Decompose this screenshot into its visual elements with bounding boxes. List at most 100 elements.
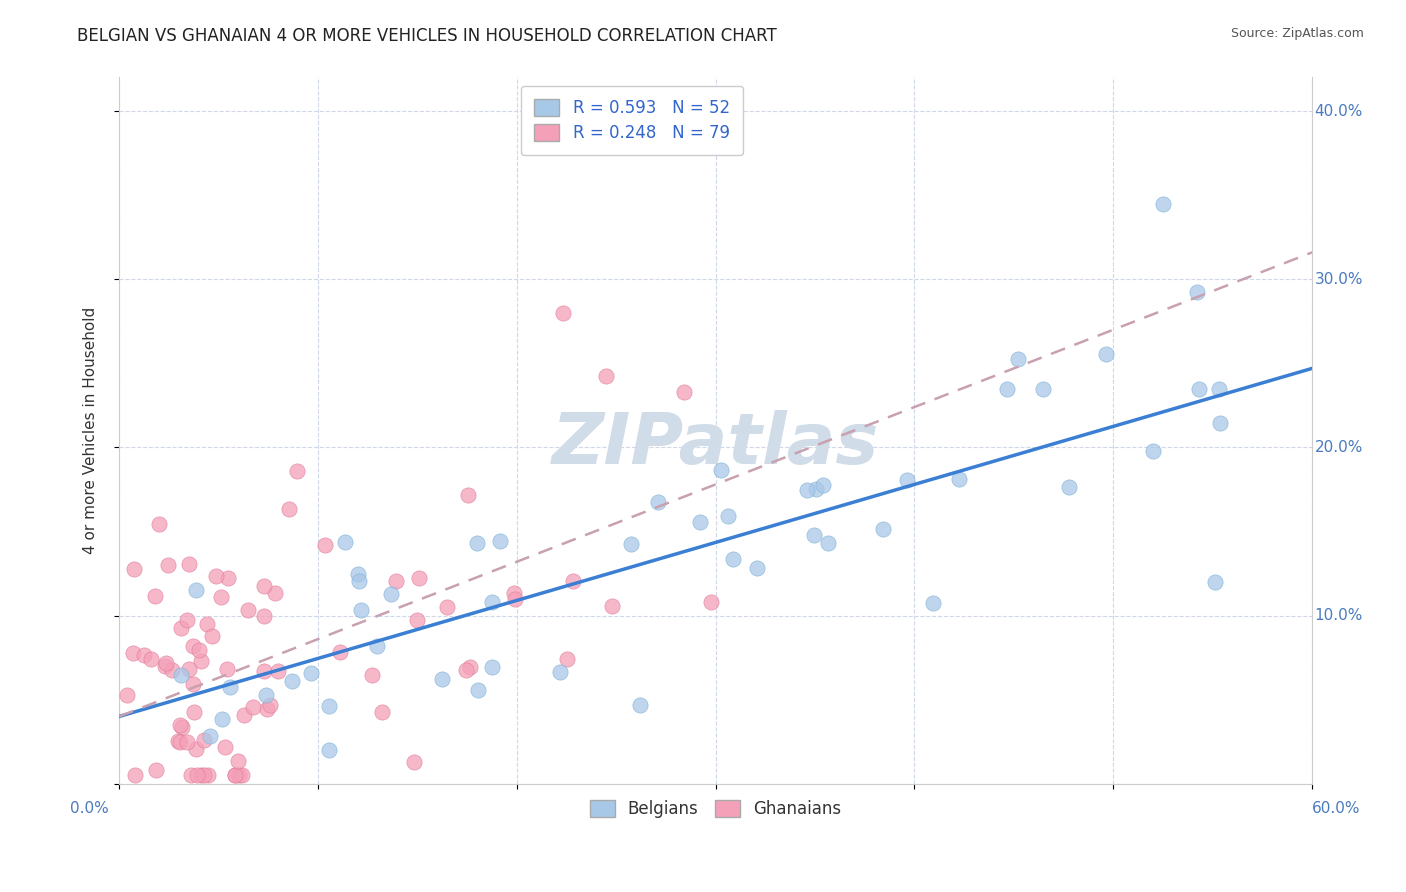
Point xyxy=(314,537,336,551)
Point xyxy=(236,603,259,617)
Point xyxy=(139,652,162,666)
Point xyxy=(796,483,818,498)
Text: ZIPatlas: ZIPatlas xyxy=(553,410,879,479)
Point xyxy=(201,629,224,643)
Point xyxy=(217,571,239,585)
Point xyxy=(1208,382,1230,396)
Point xyxy=(467,682,489,697)
Point xyxy=(551,306,574,320)
Text: 20.0%: 20.0% xyxy=(1315,440,1362,455)
Point xyxy=(153,659,176,673)
Point xyxy=(717,508,740,523)
Point xyxy=(160,664,183,678)
Point xyxy=(224,768,246,782)
Point xyxy=(180,768,202,782)
Point xyxy=(710,463,733,477)
Point xyxy=(481,660,503,674)
Point xyxy=(263,586,285,600)
Point xyxy=(1204,574,1226,589)
Point xyxy=(481,594,503,608)
Point xyxy=(193,733,215,747)
Point xyxy=(329,645,352,659)
Point xyxy=(457,488,479,502)
Point xyxy=(231,768,253,782)
Point xyxy=(170,668,193,682)
Point xyxy=(179,557,201,571)
Point xyxy=(209,590,232,604)
Point xyxy=(1007,351,1029,366)
Point xyxy=(595,369,617,384)
Point xyxy=(813,478,835,492)
Point xyxy=(143,589,166,603)
Point xyxy=(366,639,388,653)
Point xyxy=(145,764,167,778)
Point xyxy=(402,755,425,769)
Point xyxy=(197,768,219,782)
Point xyxy=(628,698,651,712)
Point xyxy=(176,735,198,749)
Point xyxy=(557,652,579,666)
Point xyxy=(408,570,430,584)
Point xyxy=(548,665,571,680)
Point xyxy=(1188,383,1211,397)
Point xyxy=(1142,444,1164,458)
Point xyxy=(259,698,281,712)
Text: 60.0%: 60.0% xyxy=(1312,801,1361,816)
Point xyxy=(242,700,264,714)
Point xyxy=(385,574,408,589)
Point xyxy=(169,734,191,748)
Point xyxy=(256,702,278,716)
Point xyxy=(620,536,643,550)
Text: Source: ZipAtlas.com: Source: ZipAtlas.com xyxy=(1230,27,1364,40)
Point xyxy=(299,666,322,681)
Point xyxy=(948,473,970,487)
Point xyxy=(922,597,945,611)
Legend: Belgians, Ghanaians: Belgians, Ghanaians xyxy=(583,793,848,825)
Point xyxy=(488,533,510,548)
Point xyxy=(1059,480,1081,494)
Point xyxy=(267,664,290,678)
Point xyxy=(190,654,212,668)
Point xyxy=(1152,196,1174,211)
Point xyxy=(190,768,212,782)
Point xyxy=(186,582,208,597)
Point xyxy=(1185,285,1208,299)
Point xyxy=(148,516,170,531)
Point xyxy=(181,677,204,691)
Point xyxy=(1032,382,1054,396)
Point xyxy=(430,673,453,687)
Point xyxy=(318,743,340,757)
Point xyxy=(995,382,1018,396)
Point xyxy=(454,663,477,677)
Point xyxy=(155,656,177,670)
Point xyxy=(184,741,207,756)
Point xyxy=(233,708,256,723)
Point xyxy=(205,568,228,582)
Point xyxy=(253,664,276,678)
Point xyxy=(361,667,384,681)
Point xyxy=(380,587,402,601)
Point xyxy=(211,712,233,726)
Point xyxy=(177,662,200,676)
Text: 10.0%: 10.0% xyxy=(1315,608,1362,624)
Point xyxy=(214,740,236,755)
Point xyxy=(896,473,918,487)
Point xyxy=(122,646,145,660)
Y-axis label: 4 or more Vehicles in Household: 4 or more Vehicles in Household xyxy=(83,307,98,554)
Point xyxy=(371,706,394,720)
Point xyxy=(1208,416,1230,430)
Point xyxy=(183,705,205,719)
Point xyxy=(215,662,238,676)
Point xyxy=(132,648,155,662)
Point xyxy=(600,599,623,613)
Point xyxy=(346,567,368,582)
Point xyxy=(254,688,277,702)
Point xyxy=(219,680,242,694)
Point xyxy=(193,768,215,782)
Text: 0.0%: 0.0% xyxy=(70,801,110,816)
Point xyxy=(745,561,768,575)
Point xyxy=(503,592,526,607)
Point xyxy=(458,659,481,673)
Point xyxy=(198,729,221,743)
Point xyxy=(172,720,194,734)
